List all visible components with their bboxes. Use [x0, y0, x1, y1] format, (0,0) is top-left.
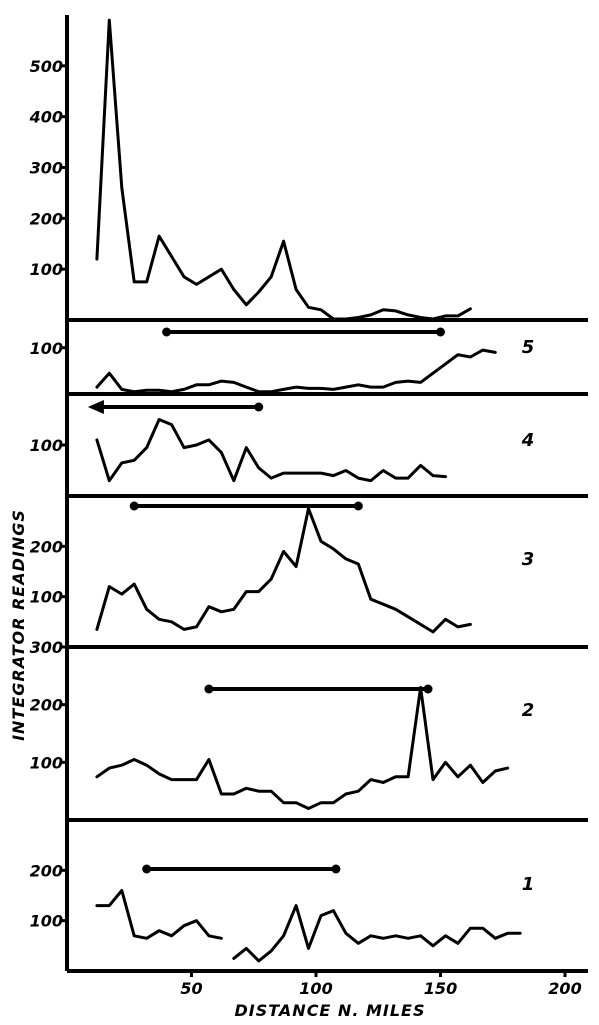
series-line-p5	[95, 348, 497, 394]
y-tick-label: 100	[30, 753, 63, 772]
x-tick-label: 50	[180, 979, 202, 998]
series-line-p1	[95, 889, 223, 940]
y-tick-label: 400	[29, 108, 63, 127]
y-tick-label: 100	[30, 260, 63, 279]
y-tick-label: 300	[30, 159, 63, 178]
range-start-dot	[162, 327, 172, 337]
range-end-dot	[353, 501, 363, 511]
panel-p1: 100 200 1	[30, 861, 535, 963]
x-tick-label: 150	[424, 979, 457, 998]
y-tick-label: 500	[30, 57, 63, 76]
panel-p6: 100 200 300 400 500	[29, 18, 588, 322]
series-line-p4	[95, 418, 447, 483]
y-tick-label: 200	[30, 209, 63, 228]
x-tick-label: 100	[299, 979, 332, 998]
range-end-dot	[254, 402, 264, 412]
y-tick-label: 100	[30, 339, 63, 358]
x-axis-title: DISTANCE N. MILES	[234, 1001, 425, 1020]
range-start-dot	[142, 864, 152, 874]
series-line-p6	[95, 18, 472, 321]
y-axis-title: INTEGRATOR READINGS	[9, 509, 28, 741]
y-tick-label: 200	[30, 537, 63, 556]
y-tick-label: 200	[30, 861, 63, 880]
series-line-p1	[232, 904, 522, 963]
y-tick-label: 200	[30, 696, 63, 715]
panel-p5: 100 5	[30, 327, 588, 396]
panel-p3: 100 200 3	[30, 501, 588, 649]
range-start-dot	[204, 684, 214, 694]
x-tick-label: 200	[548, 979, 581, 998]
range-end-dot	[436, 327, 445, 337]
panel-label: 3	[522, 549, 535, 570]
range-end-dot	[331, 864, 341, 874]
panels-layer: 100 200 300 400 500 100 5 100 4 100 200 3 100 200 300 2…	[29, 15, 588, 971]
range-arrow-head	[87, 400, 104, 414]
panel-p4: 100 4	[30, 400, 588, 498]
range-start-dot	[129, 501, 139, 511]
x-axis: 50 100 150 200	[67, 969, 588, 998]
panel-label: 5	[522, 337, 535, 358]
series-line-p3	[95, 507, 472, 634]
y-tick-label: 100	[30, 436, 63, 455]
range-end-dot	[423, 684, 433, 694]
y-tick-label: 100	[30, 588, 63, 607]
panel-label: 1	[522, 874, 535, 895]
series-line-p2	[95, 685, 510, 810]
y-tick-label: 100	[30, 912, 63, 931]
panel-label: 4	[521, 430, 535, 451]
y-tick-label: 300	[30, 638, 63, 657]
panel-p2: 100 200 300 2	[30, 638, 588, 822]
panel-label: 2	[522, 700, 535, 721]
